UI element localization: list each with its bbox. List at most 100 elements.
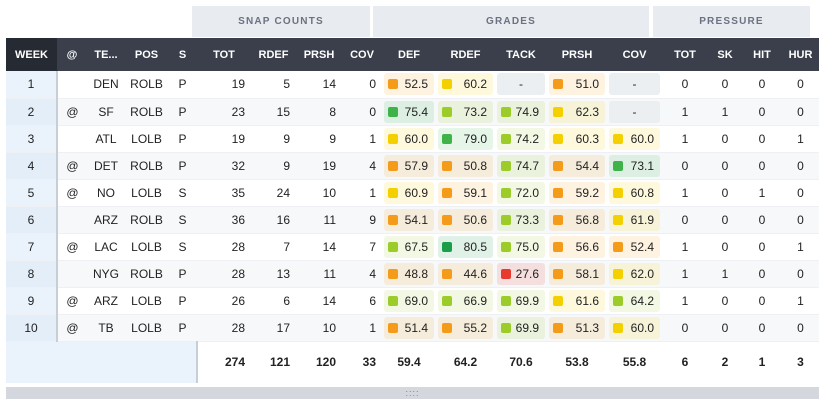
grade-def-cell: 48.8 <box>382 260 436 288</box>
snap-cov-cell: 0 <box>342 98 382 126</box>
pressure-tot-cell: 0 <box>662 314 708 342</box>
grade-chip: 51.4 <box>384 316 434 339</box>
table-row[interactable]: 5 @ NO LOLB S 35 24 10 1 60.9 59.1 72.0 59.2 60.8 1 0 1 0 <box>6 179 819 207</box>
column-header-pressure-hur[interactable]: HUR <box>782 38 819 71</box>
column-header-team[interactable]: TE... <box>87 38 125 71</box>
column-header-week[interactable]: WEEK <box>6 38 57 71</box>
grade-value: 69.9 <box>515 293 539 308</box>
grade-color-icon <box>388 268 398 279</box>
grade-value: 59.2 <box>575 185 599 200</box>
grade-chip: 72.0 <box>497 181 545 204</box>
table-row[interactable]: 7 @ LAC LOLB S 28 7 14 7 67.5 80.5 75.0 56.6 52.4 1 0 0 1 <box>6 233 819 261</box>
column-header-pressure-tot[interactable]: TOT <box>662 38 708 71</box>
grade-chip: 54.1 <box>384 208 434 231</box>
pressure-hit-cell: 0 <box>742 71 782 99</box>
snap-cov-cell: 4 <box>342 152 382 180</box>
grade-value: - <box>632 104 637 119</box>
column-header-snap-cov[interactable]: COV <box>342 38 382 71</box>
pressure-hit-cell: 0 <box>742 260 782 288</box>
grade-color-icon <box>442 322 452 333</box>
snap-rdef-cell: 15 <box>251 98 296 126</box>
resize-handle[interactable]: :::: <box>6 387 819 399</box>
column-header-start[interactable]: S <box>168 38 197 71</box>
grade-tack-cell: 73.3 <box>495 206 547 234</box>
column-header-grade-def[interactable]: DEF <box>382 38 436 71</box>
grade-chip: 73.2 <box>438 100 493 123</box>
grade-cov-cell: - <box>607 71 662 99</box>
column-header-grade-rdef[interactable]: RDEF <box>436 38 495 71</box>
week-cell: 9 <box>6 287 58 315</box>
grade-value: 44.6 <box>463 266 487 281</box>
grade-def-cell: 52.5 <box>382 71 436 99</box>
start-cell: S <box>168 233 197 261</box>
table-row[interactable]: 8 NYG ROLB P 28 13 11 4 48.8 44.6 27.6 58.1 62.0 1 1 0 0 <box>6 260 819 288</box>
grade-chip: 75.0 <box>497 235 545 258</box>
grade-color-icon <box>388 133 398 144</box>
snap-cov-cell: 0 <box>342 71 382 99</box>
pressure-hit-cell: 0 <box>742 233 782 261</box>
snap-prsh-cell: 14 <box>296 71 342 99</box>
grade-value: 50.6 <box>463 212 487 227</box>
pressure-sk-cell: 0 <box>708 314 742 342</box>
table-row[interactable]: 6 ARZ ROLB S 36 16 11 9 54.1 50.6 73.3 56.8 61.9 0 0 0 0 <box>6 206 819 234</box>
snap-tot-cell: 28 <box>197 260 251 288</box>
column-header-grade-tack[interactable]: TACK <box>495 38 547 71</box>
column-header-pressure-sk[interactable]: SK <box>708 38 742 71</box>
table-row[interactable]: 10 @ TB LOLB P 28 17 10 1 51.4 55.2 69.9 51.3 60.0 0 0 0… <box>6 314 819 342</box>
table-row[interactable]: 4 @ DET ROLB P 32 9 19 4 57.9 50.8 74.7 54.4 73.1 0 0 0 0 <box>6 152 819 180</box>
grade-def-cell: 67.5 <box>382 233 436 261</box>
snap-rdef-cell: 5 <box>251 71 296 99</box>
grade-chip: 64.2 <box>609 289 660 312</box>
column-header-pos[interactable]: POS <box>125 38 168 71</box>
grade-color-icon <box>553 106 563 117</box>
grade-rdef-cell: 59.1 <box>436 179 495 207</box>
table-row[interactable]: 9 @ ARZ LOLB P 26 6 14 6 69.0 66.9 69.9 61.6 64.2 1 0 0 1 <box>6 287 819 315</box>
column-header-snap-prsh[interactable]: PRSH <box>296 38 342 71</box>
column-header-pressure-hit[interactable]: HIT <box>742 38 782 71</box>
grade-def-cell: 60.9 <box>382 179 436 207</box>
grade-value: 60.8 <box>630 185 654 200</box>
grade-chip: 58.1 <box>549 262 605 285</box>
grade-color-icon <box>501 322 511 333</box>
snap-rdef-cell: 13 <box>251 260 296 288</box>
grade-chip: 60.0 <box>609 316 660 339</box>
grade-value: 66.9 <box>463 293 487 308</box>
snap-prsh-cell: 8 <box>296 98 342 126</box>
snap-rdef-cell: 9 <box>251 125 296 153</box>
team-cell: TB <box>87 314 125 342</box>
grade-value: 60.0 <box>630 320 654 335</box>
grade-chip: 80.5 <box>438 235 493 258</box>
grade-color-icon <box>501 106 511 117</box>
grade-color-icon <box>553 160 563 171</box>
total-gprsh-cell: 53.8 <box>547 341 607 383</box>
pressure-sk-cell: 0 <box>708 125 742 153</box>
grip-icon: :::: <box>405 388 420 398</box>
grade-value: 74.9 <box>515 104 539 119</box>
table-row[interactable]: 2 @ SF ROLB P 23 15 8 0 75.4 73.2 74.9 62.3-1 1 0 0 <box>6 98 819 126</box>
grade-tack-cell: 27.6 <box>495 260 547 288</box>
team-cell: ATL <box>87 125 125 153</box>
grade-color-icon <box>388 187 398 198</box>
away-indicator: @ <box>57 152 87 180</box>
grade-chip: 50.6 <box>438 208 493 231</box>
column-header-away[interactable]: @ <box>57 38 87 71</box>
snap-prsh-cell: 9 <box>296 125 342 153</box>
grade-chip: 69.0 <box>384 289 434 312</box>
table-row[interactable]: 3 ATL LOLB P 19 9 9 1 60.0 79.0 74.2 60.3 60.0 1 0 0 1 <box>6 125 819 153</box>
grade-prsh-cell: 60.3 <box>547 125 607 153</box>
column-header-snap-rdef[interactable]: RDEF <box>251 38 296 71</box>
position-cell: ROLB <box>125 71 168 99</box>
snap-cov-cell: 7 <box>342 233 382 261</box>
grade-value: 60.9 <box>404 185 428 200</box>
total-hur-cell: 3 <box>782 341 819 383</box>
column-header-grade-prsh[interactable]: PRSH <box>547 38 607 71</box>
column-header-snap-tot[interactable]: TOT <box>197 38 251 71</box>
table-row[interactable]: 1 DEN ROLB P 19 5 14 0 52.5 60.2-51.0-0 0 0 0 <box>6 71 819 99</box>
start-cell: P <box>168 71 197 99</box>
total-cov-cell: 33 <box>342 341 382 383</box>
totals-row: 274 121 120 33 59.4 64.2 70.6 53.8 55.8 6 2 1 3 <box>6 341 819 383</box>
column-header-grade-cov[interactable]: COV <box>607 38 662 71</box>
total-grdef-cell: 64.2 <box>436 341 495 383</box>
grade-rdef-cell: 50.8 <box>436 152 495 180</box>
grade-rdef-cell: 79.0 <box>436 125 495 153</box>
